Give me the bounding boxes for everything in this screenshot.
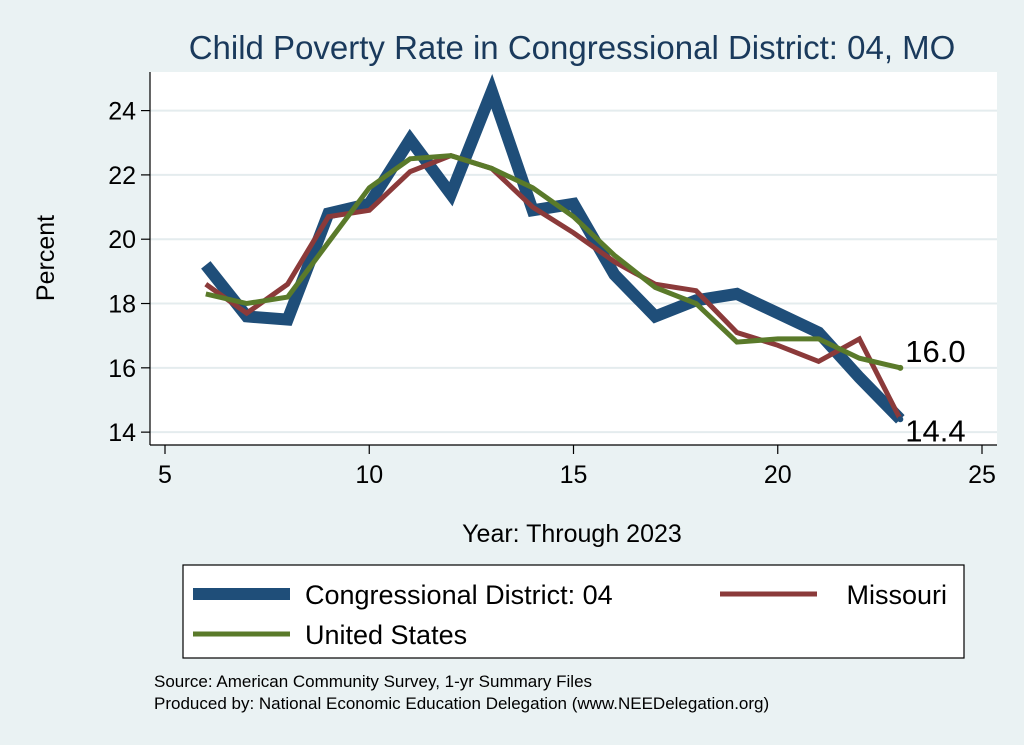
x-tick-label: 15: [560, 461, 588, 489]
y-axis-label: Percent: [32, 215, 60, 301]
x-tick-label: 25: [968, 461, 996, 489]
x-tick-label: 20: [764, 461, 792, 489]
legend-label-congressional-district-04: Congressional District: 04: [305, 580, 613, 610]
y-tick-label: 16: [108, 355, 136, 383]
x-tick-label: 5: [158, 461, 172, 489]
y-tick-label: 20: [108, 226, 136, 254]
legend-label-united-states: United States: [305, 620, 467, 650]
legend-box: [182, 564, 965, 659]
x-tick-label: 10: [355, 461, 383, 489]
end-point-united-states: [897, 364, 904, 371]
y-tick-label: 24: [108, 98, 136, 126]
series-lines: [201, 74, 905, 424]
axis-ticks: 14 16 18 20 22 24 5 10 15 20 25: [108, 98, 996, 489]
end-point-congressional-district-04: [897, 416, 904, 423]
series-line-missouri: [204, 152, 903, 421]
x-axis-label: Year: Through 2023: [462, 520, 682, 548]
series-line-united-states: [205, 153, 901, 371]
source-note: Source: American Community Survey, 1-yr …: [154, 672, 592, 691]
gridlines: [150, 109, 997, 434]
y-tick-label: 14: [108, 419, 136, 447]
plot-area: [150, 72, 997, 445]
produced-by-note: Produced by: National Economic Education…: [154, 694, 769, 713]
legend-label-missouri: Missouri: [846, 580, 947, 610]
end-label-united-states: 16.0: [905, 334, 965, 369]
end-label-congressional-district-04: 14.4: [905, 413, 965, 448]
y-tick-label: 18: [108, 291, 136, 319]
chart-title: Child Poverty Rate in Congressional Dist…: [189, 29, 956, 66]
y-tick-label: 22: [108, 162, 136, 190]
legend: Congressional District: 04 Missouri United…: [193, 580, 947, 650]
end-labels: 16.0 14.4: [897, 334, 966, 448]
